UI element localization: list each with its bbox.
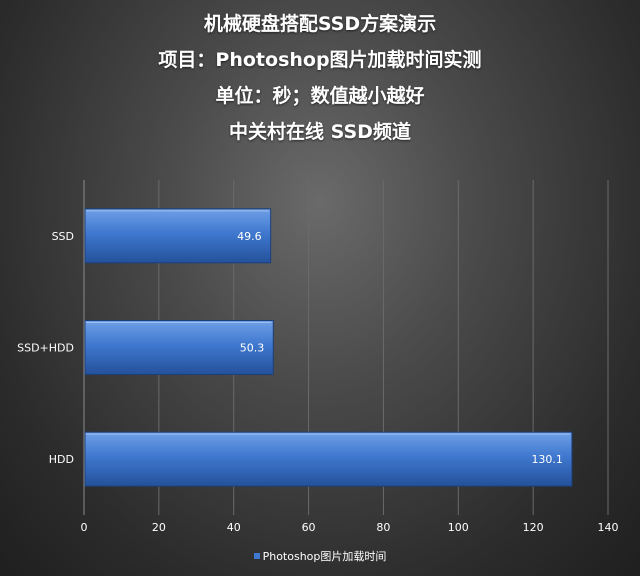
bar-value-label: 130.1 [531, 453, 563, 466]
x-tick-label: 40 [227, 521, 241, 534]
chart-title-line-3: 单位：秒；数值越小越好 [215, 85, 425, 107]
x-tick-label: 0 [81, 521, 88, 534]
chart-title-line-1: 机械硬盘搭配SSD方案演示 [203, 13, 437, 35]
bars: 49.6 50.3 130.1 [84, 208, 573, 487]
bar [84, 431, 573, 487]
x-tick-label: 120 [523, 521, 544, 534]
legend-label: Photoshop图片加载时间 [262, 550, 387, 563]
bar-value-label: 49.6 [237, 230, 262, 243]
legend: Photoshop图片加载时间 [0, 548, 640, 564]
y-category-label: SSD [52, 230, 74, 243]
bar [84, 208, 272, 264]
bar [84, 320, 274, 375]
x-tick-label: 60 [302, 521, 316, 534]
legend-swatch [253, 553, 260, 559]
chart-title-block: 机械硬盘搭配SSD方案演示 项目：Photoshop图片加载时间实测 单位：秒；… [0, 6, 640, 150]
x-tick-label: 80 [376, 521, 390, 534]
bar-value-label: 50.3 [240, 342, 265, 355]
chart-title-line-4: 中关村在线 SSD频道 [229, 121, 411, 143]
axes: 0 20 40 60 80 100 120 140 SSD SSD+HDD HDD [17, 180, 619, 534]
y-category-label: SSD+HDD [17, 342, 74, 355]
x-tick-label: 100 [448, 521, 469, 534]
y-category-label: HDD [49, 453, 74, 466]
x-tick-label: 20 [152, 521, 166, 534]
x-tick-label: 140 [598, 521, 619, 534]
chart-title-line-2: 项目：Photoshop图片加载时间实测 [158, 49, 482, 71]
